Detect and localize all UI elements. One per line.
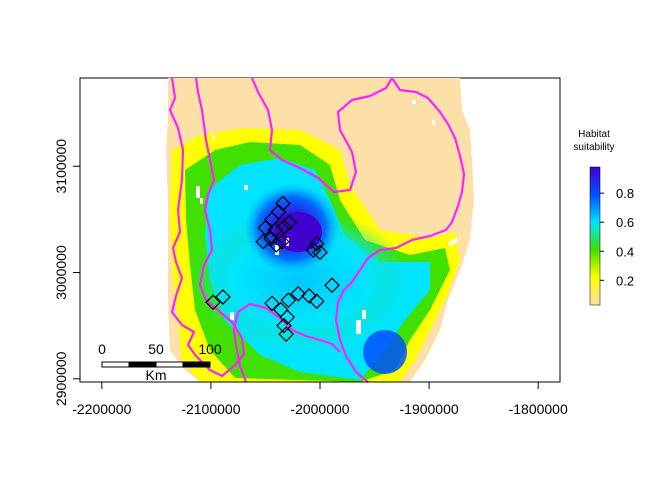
scale-bar-segment-white [101, 361, 130, 368]
legend-tick-label-1: 0.4 [616, 244, 634, 259]
legend-tick-label-3: 0.8 [616, 186, 634, 201]
no-data-patches [196, 100, 459, 334]
legend-colorbar [589, 166, 601, 306]
legend-tick-label-0: 0.2 [616, 273, 634, 288]
survey-point-21 [279, 309, 296, 326]
survey-points [205, 195, 340, 343]
boundary-north [250, 77, 393, 194]
cyan-hotspot [190, 210, 410, 350]
survey-point-10 [273, 233, 290, 250]
survey-point-17 [308, 293, 325, 310]
suitability-raster [166, 78, 474, 382]
survey-point-23 [278, 326, 295, 343]
survey-point-0 [275, 195, 291, 212]
x-tick-label-1: -2100000 [181, 401, 240, 417]
survey-point-8 [255, 233, 272, 250]
southeast-blue-patch [363, 330, 407, 374]
legend-tick-label-2: 0.6 [616, 215, 634, 230]
y-tick-label-0: 2900000 [53, 351, 69, 406]
y-tick-label-1: 3000000 [53, 245, 69, 300]
legend-title-line2: suitability [573, 142, 614, 153]
survey-point-14 [324, 277, 340, 294]
survey-point-25 [205, 294, 221, 311]
survey-point-4 [267, 222, 284, 238]
scale-unit: Km [146, 367, 167, 383]
x-tick-label-3: -1900000 [400, 401, 459, 417]
boundary-south [232, 302, 341, 383]
legend-title-line1: Habitat [578, 129, 610, 140]
boundary-east [334, 77, 466, 383]
legend: Habitat suitability 0.2 0.4 0.6 0.8 [573, 129, 634, 306]
scale-label-0: 0 [98, 341, 106, 357]
survey-point-19 [264, 295, 280, 312]
survey-point-3 [257, 220, 274, 236]
boundary-west [168, 77, 246, 378]
x-tick-label-2: -2000000 [290, 401, 349, 417]
survey-point-7 [263, 230, 279, 247]
y-tick-label-2: 3100000 [53, 139, 69, 194]
x-tick-label-0: -2200000 [72, 401, 131, 417]
survey-point-6 [281, 214, 298, 231]
x-axis: -2200000 -2100000 -2000000 -1900000 -1800000 [72, 381, 568, 417]
survey-point-22 [276, 317, 292, 334]
scale-bar: 0 50 100 Km [98, 341, 222, 383]
survey-point-18 [280, 292, 297, 309]
survey-point-5 [276, 218, 292, 235]
survey-point-9 [268, 237, 285, 253]
high-suitability-core-inner [274, 212, 322, 252]
scale-bar-segment-black-2 [182, 361, 211, 368]
legend-ticks: 0.2 0.4 0.6 0.8 [600, 186, 634, 288]
survey-point-16 [301, 288, 317, 304]
x-tick-label-4: -1800000 [509, 401, 568, 417]
survey-point-24 [215, 289, 231, 305]
survey-point-13 [312, 244, 328, 261]
survey-point-15 [290, 285, 307, 302]
scale-label-100: 100 [198, 341, 222, 357]
survey-point-11 [308, 235, 325, 252]
scale-label-50: 50 [148, 341, 164, 357]
y-axis: 2900000 3000000 3100000 [53, 139, 81, 406]
protected-area-boundaries [168, 77, 466, 383]
